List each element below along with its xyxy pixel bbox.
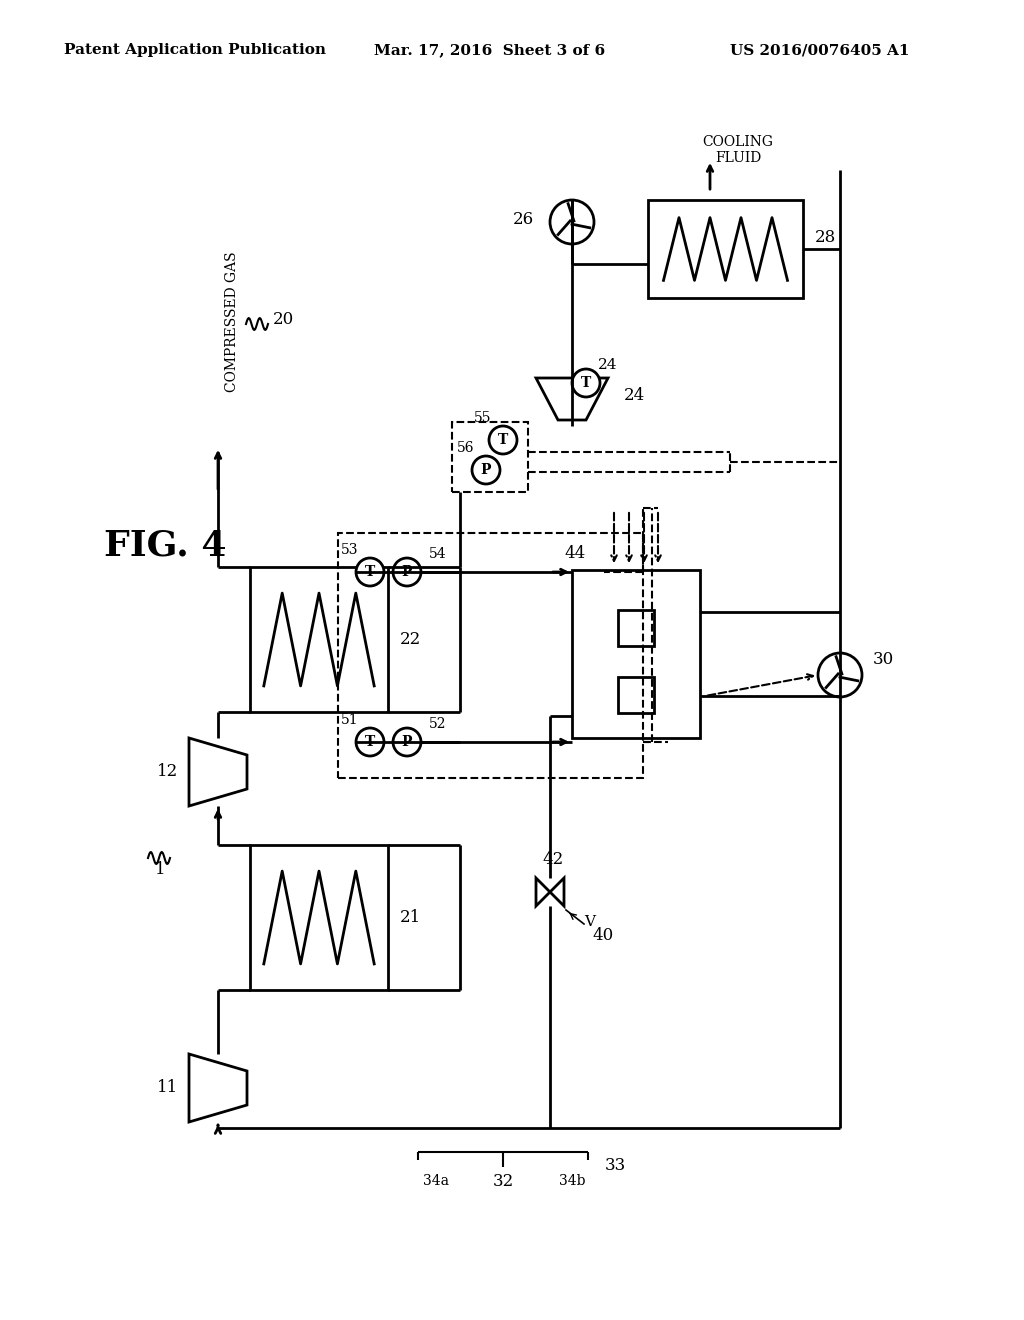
Bar xyxy=(452,422,528,492)
Polygon shape xyxy=(189,1053,247,1122)
Bar xyxy=(250,568,388,711)
Circle shape xyxy=(472,455,500,484)
Text: 30: 30 xyxy=(873,652,894,668)
Text: T: T xyxy=(365,565,375,579)
Text: FLUID: FLUID xyxy=(715,150,761,165)
Polygon shape xyxy=(536,878,550,906)
Circle shape xyxy=(572,370,600,397)
Text: 33: 33 xyxy=(605,1158,627,1175)
Text: 56: 56 xyxy=(458,441,475,455)
Bar xyxy=(250,845,388,990)
Text: 21: 21 xyxy=(400,909,421,927)
Text: 12: 12 xyxy=(158,763,178,780)
Text: 51: 51 xyxy=(341,713,358,727)
Circle shape xyxy=(489,426,517,454)
Text: 1: 1 xyxy=(155,862,165,879)
Text: 22: 22 xyxy=(400,631,421,648)
Polygon shape xyxy=(550,878,564,906)
Text: 20: 20 xyxy=(273,312,294,329)
Text: US 2016/0076405 A1: US 2016/0076405 A1 xyxy=(730,44,909,57)
Circle shape xyxy=(356,729,384,756)
Text: 28: 28 xyxy=(815,228,837,246)
Text: COOLING: COOLING xyxy=(702,135,773,149)
Text: Mar. 17, 2016  Sheet 3 of 6: Mar. 17, 2016 Sheet 3 of 6 xyxy=(375,44,605,57)
Circle shape xyxy=(356,558,384,586)
Text: P: P xyxy=(480,463,492,477)
Text: T: T xyxy=(498,433,508,447)
Bar xyxy=(648,201,803,298)
Text: T: T xyxy=(581,376,591,389)
Text: 44: 44 xyxy=(564,545,586,562)
Text: 26: 26 xyxy=(513,210,534,227)
Text: 34a: 34a xyxy=(423,1173,449,1188)
Polygon shape xyxy=(189,738,247,807)
Text: FIG. 4: FIG. 4 xyxy=(103,528,226,562)
Text: 54: 54 xyxy=(429,546,446,561)
Bar xyxy=(618,677,654,713)
Text: 24: 24 xyxy=(598,358,617,372)
Text: 52: 52 xyxy=(429,717,446,731)
Text: P: P xyxy=(401,565,413,579)
Text: V: V xyxy=(585,915,596,929)
Text: 24: 24 xyxy=(624,388,645,404)
Text: 53: 53 xyxy=(341,543,358,557)
Circle shape xyxy=(393,729,421,756)
Text: 42: 42 xyxy=(543,851,563,869)
Text: 11: 11 xyxy=(158,1080,178,1097)
Circle shape xyxy=(550,201,594,244)
Text: 34b: 34b xyxy=(559,1173,586,1188)
Text: COMPRESSED GAS: COMPRESSED GAS xyxy=(225,251,239,392)
Text: T: T xyxy=(365,735,375,748)
Text: 55: 55 xyxy=(474,411,492,425)
Bar xyxy=(338,533,643,777)
Bar xyxy=(618,610,654,645)
Text: P: P xyxy=(401,735,413,748)
Text: 40: 40 xyxy=(592,928,613,945)
Circle shape xyxy=(393,558,421,586)
Polygon shape xyxy=(536,378,608,420)
Text: Patent Application Publication: Patent Application Publication xyxy=(63,44,326,57)
Circle shape xyxy=(818,653,862,697)
Bar xyxy=(572,570,700,738)
Text: 32: 32 xyxy=(493,1173,514,1191)
